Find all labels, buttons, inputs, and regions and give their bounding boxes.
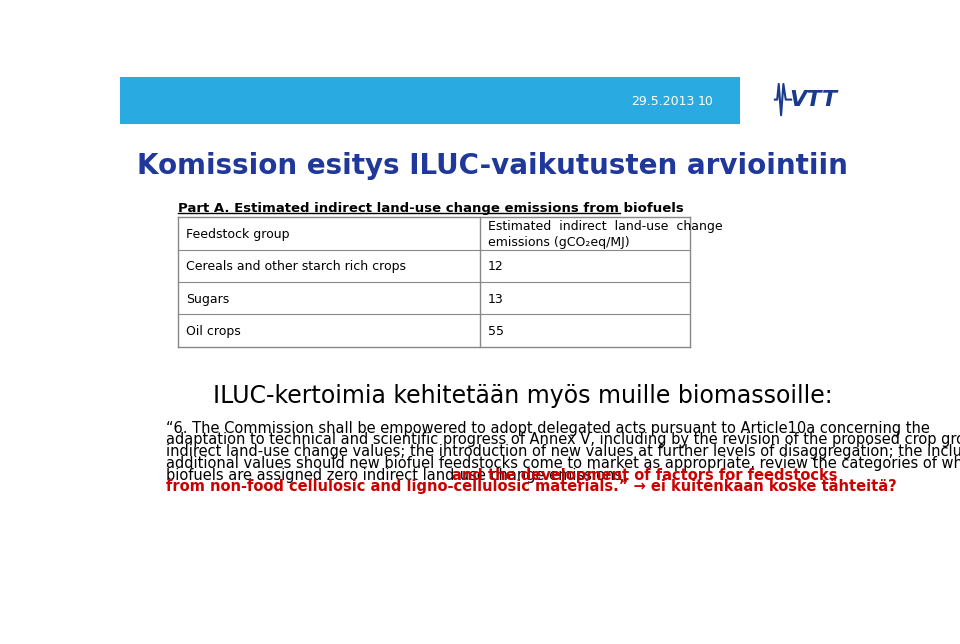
Text: additional values should new biofuel feedstocks come to market as appropriate, r: additional values should new biofuel fee… <box>166 456 960 471</box>
Text: from non-food cellulosic and ligno-cellulosic materials.” → ei kuitenkaan koske : from non-food cellulosic and ligno-cellu… <box>166 479 898 494</box>
Text: ILUC-kertoimia kehitetään myös muille biomassoille:: ILUC-kertoimia kehitetään myös muille bi… <box>213 384 832 408</box>
Text: Estimated  indirect  land-use  change
emissions (gCO₂eq/MJ): Estimated indirect land-use change emiss… <box>488 220 723 249</box>
Text: Cereals and other starch rich crops: Cereals and other starch rich crops <box>186 260 406 273</box>
Text: 29.5.2013: 29.5.2013 <box>631 95 694 108</box>
Text: “6. The Commission shall be empowered to adopt delegated acts pursuant to Articl: “6. The Commission shall be empowered to… <box>166 421 930 436</box>
Text: adaptation to technical and scientific progress of Annex V, including by the rev: adaptation to technical and scientific p… <box>166 432 960 448</box>
Text: Oil crops: Oil crops <box>186 325 241 338</box>
Text: Feedstock group: Feedstock group <box>186 228 289 241</box>
FancyBboxPatch shape <box>740 77 864 136</box>
Text: 13: 13 <box>488 292 504 305</box>
Text: indirect land-use change values; the introduction of new values at further level: indirect land-use change values; the int… <box>166 444 960 459</box>
Text: VTT: VTT <box>790 90 838 109</box>
Text: biofuels are assigned zero indirect land-use change emissions;: biofuels are assigned zero indirect land… <box>166 468 633 482</box>
Text: 55: 55 <box>488 325 504 338</box>
Text: Komission esitys ILUC-vaikutusten arviointiin: Komission esitys ILUC-vaikutusten arvioi… <box>136 152 848 180</box>
Text: 12: 12 <box>488 260 504 273</box>
Text: 10: 10 <box>697 95 713 108</box>
FancyBboxPatch shape <box>120 77 864 122</box>
Text: Sugars: Sugars <box>186 292 229 305</box>
Text: Part A. Estimated indirect land-use change emissions from biofuels: Part A. Estimated indirect land-use chan… <box>179 202 684 215</box>
Text: and the development of factors for feedstocks: and the development of factors for feeds… <box>452 468 838 482</box>
